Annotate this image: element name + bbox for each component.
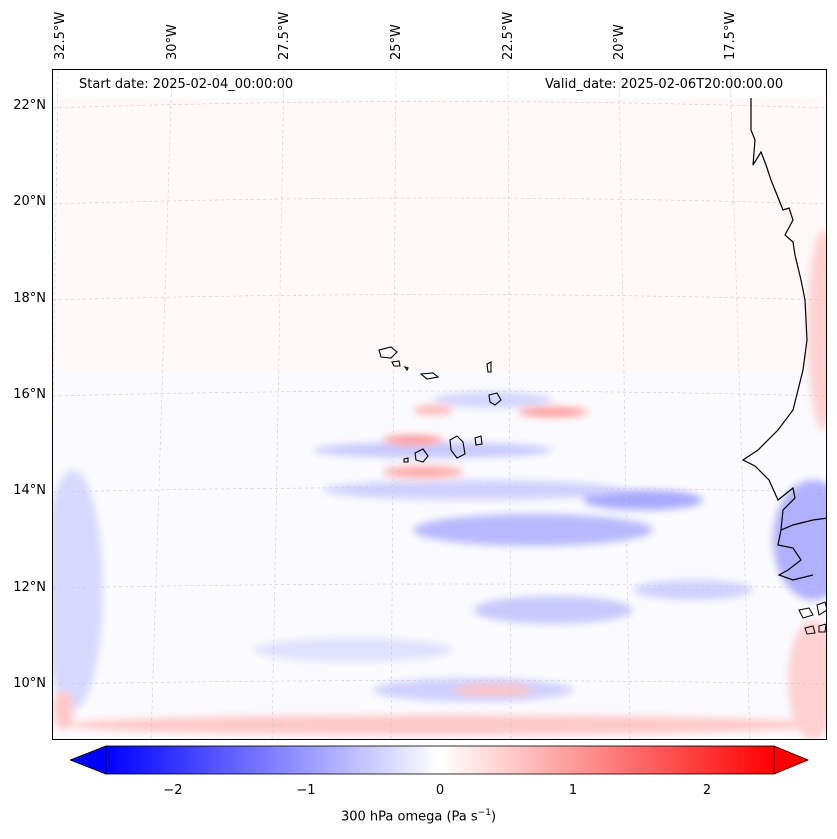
- start-date-label: Start date: 2025-02-04_00:00:00: [79, 77, 294, 92]
- neg-band-16n: [433, 392, 553, 408]
- lon-label-30w: 30°W: [165, 24, 180, 60]
- grid-22n: [53, 101, 826, 109]
- island-fogo: [414, 448, 429, 463]
- pos-patch-sw: [53, 690, 73, 730]
- lon-label-17-5w: 17.5°W: [723, 11, 738, 60]
- graticule: [53, 70, 826, 739]
- neg-band-14n: [323, 480, 623, 500]
- grid-25w: [390, 70, 397, 739]
- header-band: [53, 70, 826, 98]
- lon-label-20w: 20°W: [612, 24, 627, 60]
- africa-coastline: [741, 98, 826, 581]
- lat-label-18n: 18°N: [13, 291, 46, 306]
- neg-patch-coast: [773, 480, 826, 600]
- grid-10n: [53, 680, 826, 685]
- positive-omega-patches: [53, 230, 826, 739]
- pos-band-south: [63, 715, 823, 735]
- colorbar-tick-0: 0: [435, 783, 445, 798]
- island-sao-vicente: [391, 360, 401, 367]
- island-sao-nicolau: [419, 372, 440, 380]
- grid-16n: [53, 390, 826, 397]
- colorbar-max-extend: [773, 745, 810, 775]
- colorbar-title-text: 300 hPa omega (Pa s: [340, 809, 478, 825]
- colorbar-title-sup: −1: [477, 808, 491, 818]
- lat-label-20n: 20°N: [13, 194, 46, 209]
- island-brava: [403, 457, 409, 463]
- island-santiago: [449, 435, 466, 459]
- pos-patch-16n: [518, 407, 588, 417]
- lat-label-22n: 22°N: [13, 98, 46, 113]
- grid-30w: [150, 70, 173, 739]
- lat-label-10n: 10°N: [13, 676, 46, 691]
- pos-patch-15-5n: [383, 435, 443, 445]
- neg-patch-13n: [413, 514, 653, 546]
- grid-18n: [53, 294, 826, 301]
- omega-field-svg: [53, 70, 826, 739]
- grid-27-5w: [271, 70, 285, 739]
- lat-label-12n: 12°N: [13, 580, 46, 595]
- neg-band-15n: [313, 442, 553, 458]
- valid-date-label: Valid_date: 2025-02-06T20:00:00.00: [545, 77, 784, 92]
- pos-patch-coast-south: [788, 620, 826, 739]
- lon-label-27-5w: 27.5°W: [277, 11, 292, 60]
- lat-label-14n: 14°N: [13, 483, 46, 498]
- island-sal: [486, 361, 492, 373]
- cape-verde-islands: [378, 346, 502, 463]
- colorbar-tick-neg2: −2: [163, 783, 183, 798]
- lon-label-32-5w: 32.5°W: [53, 11, 68, 60]
- pos-patch-coast-north: [808, 230, 826, 430]
- omega-map: [52, 69, 827, 740]
- lon-label-25w: 25°W: [389, 24, 404, 60]
- pos-patch-14-5n: [383, 466, 463, 478]
- grid-12n: [53, 583, 826, 589]
- colorbar-title-end: ): [490, 809, 497, 825]
- colorbar: [70, 745, 810, 775]
- pos-patch-9-5n: [453, 684, 533, 696]
- colorbar-min-extend: [70, 745, 107, 775]
- neg-patch-13-5n: [583, 490, 703, 510]
- island-santa-luzia: [403, 365, 409, 372]
- colorbar-gradient: [105, 745, 775, 775]
- neg-patch-west: [53, 470, 103, 710]
- colorbar-tick-neg1: −1: [296, 783, 316, 798]
- field-upper-warm: [53, 70, 826, 370]
- colorbar-tick-1: 1: [568, 783, 578, 798]
- bijagos-islands: [798, 601, 826, 635]
- grid-14n: [53, 487, 826, 493]
- island-santo-antao: [378, 346, 398, 359]
- lat-label-16n: 16°N: [13, 387, 46, 402]
- grid-17-5w: [729, 70, 751, 739]
- grid-20n: [53, 197, 826, 205]
- island-maio: [474, 435, 483, 446]
- island-boa-vista: [488, 392, 502, 406]
- colorbar-tick-2: 2: [702, 783, 712, 798]
- neg-patch-11n: [473, 596, 633, 624]
- pos-patch-16n-b: [413, 405, 453, 415]
- neg-patch-12n: [633, 580, 753, 600]
- colorbar-title: 300 hPa omega (Pa s−1): [0, 808, 837, 824]
- grid-22-5w: [507, 70, 512, 739]
- grid-20w: [618, 70, 631, 739]
- neg-patch-10n: [253, 638, 453, 662]
- lon-label-22-5w: 22.5°W: [501, 11, 516, 60]
